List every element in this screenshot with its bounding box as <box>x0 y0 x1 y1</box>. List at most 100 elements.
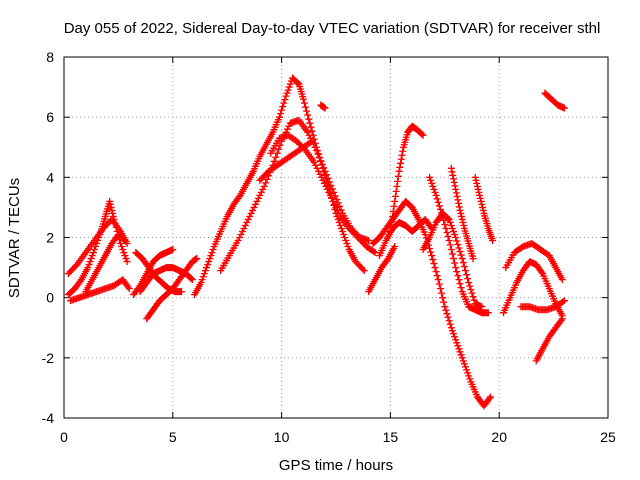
data-point <box>323 185 331 193</box>
data-point <box>428 179 436 187</box>
data-point <box>558 315 566 323</box>
data-point <box>121 252 129 260</box>
data-point <box>459 357 467 365</box>
data-point <box>254 194 262 202</box>
data-point <box>85 261 93 269</box>
series-track-s <box>365 243 399 296</box>
data-point <box>453 339 461 347</box>
data-point <box>312 146 320 154</box>
data-point <box>318 160 326 168</box>
data-point <box>247 209 255 217</box>
data-point <box>440 298 448 306</box>
data-point <box>468 289 476 297</box>
data-point <box>208 249 216 257</box>
data-point <box>457 284 465 292</box>
data-point <box>560 297 568 305</box>
data-point <box>304 128 312 136</box>
data-point <box>334 199 342 207</box>
data-point <box>108 206 116 214</box>
data-point <box>452 234 460 241</box>
x-tick-label: 0 <box>60 429 68 445</box>
data-point <box>454 342 462 350</box>
data-point <box>444 214 452 222</box>
data-point <box>391 243 399 251</box>
series-track-z <box>419 209 486 311</box>
data-point <box>370 248 378 256</box>
data-point <box>187 275 195 283</box>
data-point <box>465 372 473 380</box>
data-point <box>478 200 486 208</box>
data-point <box>431 188 439 196</box>
data-point <box>310 158 318 166</box>
data-point <box>447 324 455 332</box>
data-point <box>435 280 443 288</box>
data-point <box>325 178 333 186</box>
data-point <box>443 310 451 318</box>
data-point <box>444 313 452 321</box>
data-point <box>120 249 128 257</box>
series-track-w <box>532 315 566 365</box>
data-point <box>457 351 465 359</box>
data-point <box>457 251 465 259</box>
data-point <box>386 227 394 235</box>
data-point <box>337 224 345 232</box>
data-point <box>326 191 334 199</box>
data-point <box>418 130 426 138</box>
data-point <box>448 224 456 232</box>
data-point <box>444 232 452 240</box>
data-point <box>460 221 468 229</box>
data-point <box>460 360 468 368</box>
data-point <box>453 192 461 200</box>
series-track-p <box>426 173 492 317</box>
data-point <box>270 157 278 165</box>
data-point <box>278 106 286 114</box>
data-point <box>396 163 404 171</box>
data-point <box>450 227 458 235</box>
data-point <box>441 303 449 311</box>
data-point <box>121 237 129 245</box>
data-point <box>433 195 441 203</box>
data-point <box>203 264 211 272</box>
data-point <box>317 157 325 165</box>
data-point <box>284 86 292 94</box>
data-point <box>441 220 449 228</box>
data-point <box>448 327 456 335</box>
y-tick-labels: -4 -2 0 2 4 6 8 <box>42 49 55 426</box>
data-point <box>125 285 133 293</box>
data-point <box>558 276 566 284</box>
data-point <box>445 237 453 245</box>
data-point <box>440 216 448 224</box>
x-tick-labels: 0 5 10 15 20 25 <box>60 429 616 445</box>
data-point <box>389 212 397 220</box>
data-point <box>280 99 288 107</box>
data-point <box>87 255 95 263</box>
data-point <box>559 298 567 306</box>
data-point <box>281 96 289 104</box>
data-point <box>450 330 458 338</box>
data-point <box>286 80 294 88</box>
data-point <box>333 206 341 214</box>
data-point <box>238 227 246 235</box>
data-point <box>123 258 131 266</box>
data-point <box>453 237 461 245</box>
data-point <box>469 293 477 301</box>
data-point <box>476 191 484 199</box>
data-point <box>299 95 307 103</box>
series-track-h <box>143 255 201 323</box>
data-point <box>315 153 323 161</box>
y-tick-label: 6 <box>46 109 54 125</box>
data-point <box>477 197 485 205</box>
data-point <box>456 280 464 288</box>
data-point <box>463 366 471 374</box>
data-point <box>538 268 546 276</box>
data-point <box>451 182 459 190</box>
data-point <box>320 179 328 187</box>
data-point <box>307 123 315 131</box>
data-point <box>205 258 213 266</box>
data-point <box>426 245 434 253</box>
series-track-l <box>256 137 316 184</box>
data-point <box>209 246 217 254</box>
data-point <box>305 115 313 123</box>
data-point <box>383 256 391 264</box>
data-point <box>446 320 454 328</box>
